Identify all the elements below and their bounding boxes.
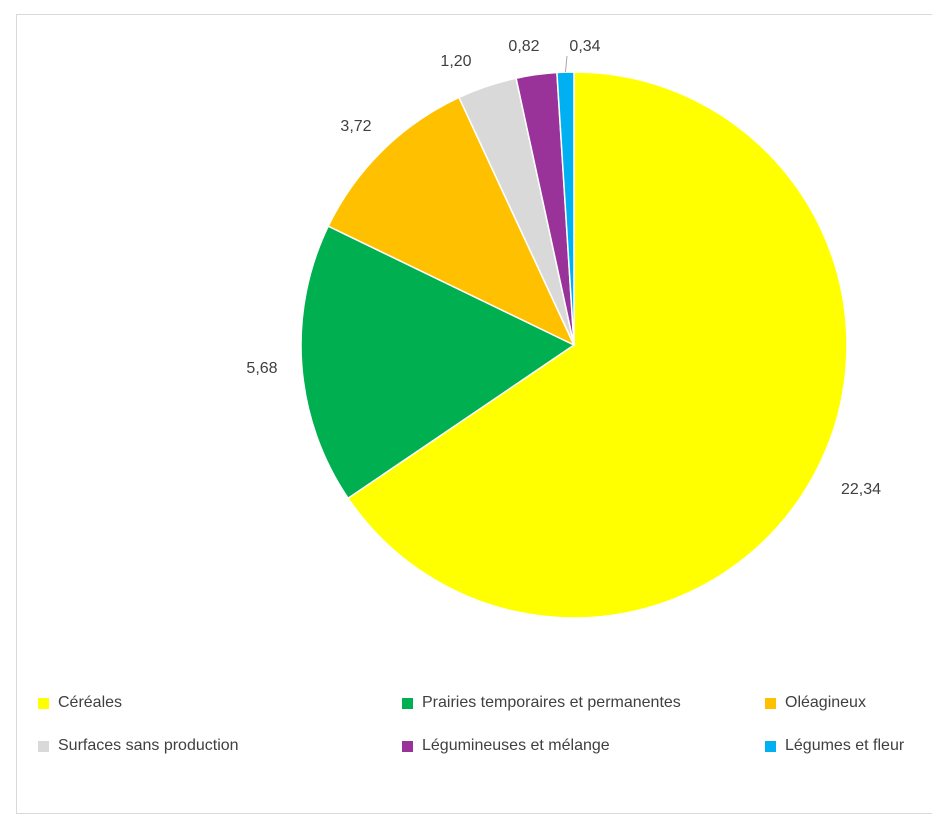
- legend-item-legumineuses: Légumineuses et mélange: [402, 737, 610, 755]
- legend-label-prairies: Prairies temporaires et permanentes: [422, 694, 681, 711]
- leader-line-legumes: [564, 55, 568, 73]
- pie-slice-legumes: [556, 71, 575, 346]
- legend-swatch-cereales: [38, 697, 49, 709]
- pie-slice-prairies: [300, 225, 576, 500]
- legend-item-cereales: Céréales: [38, 694, 122, 712]
- legend-label-surfaces: Surfaces sans production: [58, 737, 239, 754]
- legend-swatch-surfaces: [38, 740, 49, 752]
- pie-slice-cereales: [347, 71, 848, 619]
- legend-item-legumes: Légumes et fleur: [765, 737, 904, 755]
- data-label-surfaces: 1,20: [440, 53, 471, 70]
- legend-item-oleagineux: Oléagineux: [765, 694, 866, 712]
- data-label-legumineuses: 0,82: [508, 38, 539, 55]
- legend-item-surfaces: Surfaces sans production: [38, 737, 239, 755]
- data-label-cereales: 22,34: [841, 481, 881, 498]
- pie-chart: 22,34 5,68 3,72 1,20 0,82 0,34: [246, 38, 881, 619]
- legend-label-legumineuses: Légumineuses et mélange: [422, 737, 610, 754]
- data-label-oleagineux: 3,72: [340, 118, 371, 135]
- data-label-prairies: 5,68: [246, 360, 277, 377]
- legend-label-oleagineux: Oléagineux: [785, 694, 866, 711]
- pie-slice-oleagineux: [327, 96, 576, 347]
- legend-swatch-legumineuses: [402, 740, 413, 752]
- legend-item-prairies: Prairies temporaires et permanentes: [402, 694, 681, 712]
- legend-swatch-oleagineux: [765, 697, 776, 709]
- legend-swatch-legumes: [765, 740, 776, 752]
- legend-swatch-prairies: [402, 697, 413, 709]
- data-label-legumes: 0,34: [569, 38, 600, 55]
- legend-label-legumes: Légumes et fleur: [785, 737, 905, 754]
- legend-label-cereales: Céréales: [58, 694, 123, 711]
